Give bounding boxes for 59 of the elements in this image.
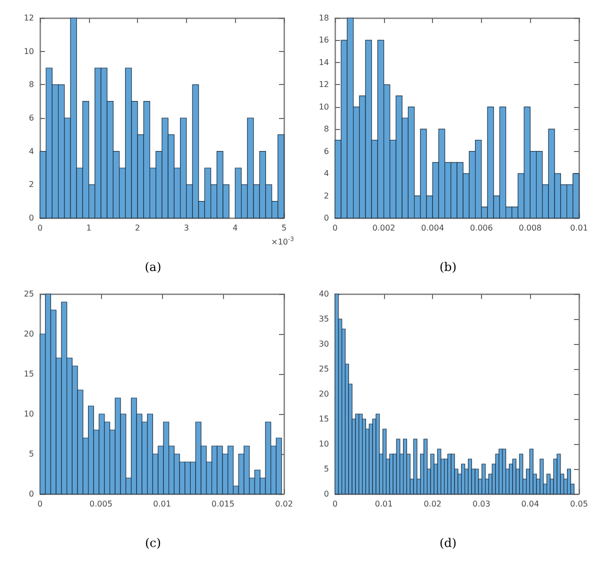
- x-tick-label: 0: [332, 224, 338, 232]
- y-tick-label: 10: [24, 410, 34, 418]
- x-tick-label: 0.01: [153, 500, 171, 508]
- y-tick-label: 15: [318, 414, 329, 424]
- y-tick-label: 12: [318, 80, 329, 90]
- y-tick-label: 5: [324, 464, 329, 474]
- x-tick-label: 0.005: [90, 500, 112, 508]
- y-tick-label: 5: [28, 450, 34, 458]
- text: (d): [439, 536, 457, 550]
- y-tick-label: 10: [24, 46, 34, 56]
- text: (a): [144, 260, 162, 274]
- x-tick-label: 0.03: [472, 500, 490, 508]
- y-tick-label: 0: [28, 214, 34, 222]
- x-tick-label: 0: [332, 500, 338, 508]
- y-tick-label: 20: [318, 390, 329, 398]
- y-tick-label: 2: [28, 180, 34, 190]
- y-tick-label: 0: [28, 490, 34, 498]
- y-tick-label: 25: [24, 290, 34, 298]
- y-tick-label: 20: [24, 330, 34, 338]
- y-tick-label: 30: [318, 340, 329, 348]
- y-tick-label: 2: [324, 191, 329, 200]
- x-tick-label: 0: [37, 500, 43, 508]
- x-tick-label: 3: [184, 224, 189, 232]
- x-tick-label: 5: [281, 224, 287, 232]
- x-tick-label: 0.02: [424, 500, 442, 508]
- x-tick-label: 0.002: [372, 224, 396, 232]
- y-tick-label: 6: [28, 114, 34, 122]
- y-tick-label: 8: [324, 124, 329, 134]
- x-tick-label: 0.05: [570, 500, 588, 508]
- text: (c): [144, 536, 162, 550]
- y-tick-label: 35: [318, 314, 329, 324]
- y-tick-label: 25: [318, 364, 329, 374]
- y-tick-label: 6: [324, 146, 329, 156]
- x-tick-label: 4: [232, 224, 238, 232]
- x-tick-label: 0.04: [521, 500, 540, 508]
- text: (b): [439, 260, 457, 274]
- y-tick-label: 10: [318, 102, 329, 112]
- y-tick-label: 14: [318, 58, 329, 67]
- x-tick-label: 0.015: [212, 500, 234, 508]
- y-tick-label: 4: [28, 146, 34, 156]
- x-tick-label: 0.006: [470, 224, 493, 232]
- y-tick-label: 0: [324, 490, 329, 498]
- y-tick-label: 40: [318, 290, 329, 298]
- x-tick-label: 0.02: [275, 500, 293, 508]
- y-tick-label: 12: [24, 14, 34, 22]
- x-tick-label: 0.004: [421, 224, 444, 232]
- y-tick-label: 8: [28, 80, 34, 90]
- y-tick-label: 10: [318, 440, 329, 448]
- x-tick-label: 0.01: [570, 224, 588, 232]
- y-tick-label: 0: [324, 214, 329, 222]
- x-tick-label: 0: [37, 224, 43, 232]
- y-tick-label: 15: [24, 370, 34, 378]
- y-tick-label: 4: [324, 169, 329, 178]
- x-tick-label: 2: [135, 224, 140, 232]
- y-tick-label: 16: [318, 36, 329, 45]
- x-tick-label: 0.01: [374, 500, 393, 508]
- x-tick-label: 1: [86, 224, 92, 232]
- y-tick-label: 18: [318, 14, 329, 22]
- x-tick-label: 0.008: [518, 224, 542, 232]
